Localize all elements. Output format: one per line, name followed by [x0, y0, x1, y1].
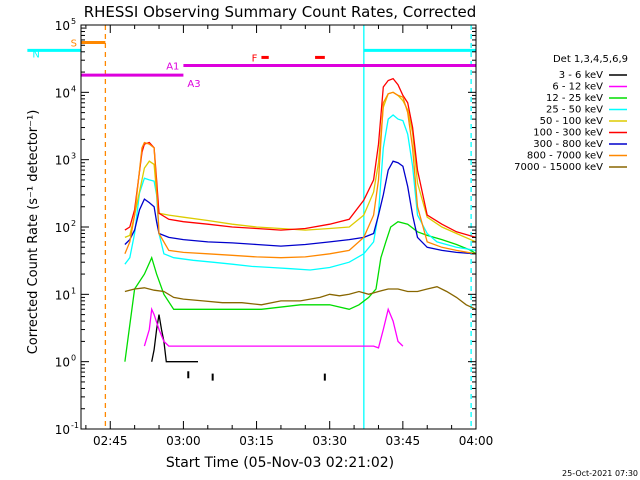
series-line	[124, 220, 476, 362]
x-axis: 02:45 03:00 03:15 03:30 03:45 04:00	[85, 25, 494, 448]
y-tick-label: 10	[55, 86, 70, 100]
y-tick-label: 10	[55, 221, 70, 235]
y-tick-exponent: 1	[71, 286, 76, 295]
legend-label: 12 - 25 keV	[546, 93, 603, 104]
x-tick-label: 03:30	[312, 434, 347, 448]
legend-label: 25 - 50 keV	[546, 105, 603, 116]
y-tick-label: 10	[55, 288, 70, 302]
state-bar-label: N	[32, 49, 39, 60]
footer-timestamp: 25-Oct-2021 07:30	[562, 469, 638, 478]
legend-label: 800 - 7000 keV	[527, 151, 603, 162]
legend-title: Det 1,3,4,5,6,9	[553, 54, 628, 65]
series-line	[124, 114, 476, 271]
x-axis-label: Start Time (05-Nov-03 02:21:02)	[166, 455, 394, 471]
y-axis-label: Corrected Count Rate (s⁻¹ detector⁻¹)	[26, 110, 41, 355]
legend-label: 100 - 300 keV	[533, 128, 603, 139]
y-tick-exponent: 5	[71, 17, 76, 26]
state-bar-label: A3	[187, 79, 200, 90]
y-tick-exponent: 0	[71, 354, 76, 363]
legend-label: 7000 - 15000 keV	[514, 162, 603, 173]
y-tick-exponent: 4	[71, 84, 76, 93]
y-tick-label: 10	[55, 19, 70, 33]
legend-label: 50 - 100 keV	[540, 116, 604, 127]
x-tick-label: 03:45	[386, 434, 421, 448]
x-tick-label: 03:15	[239, 434, 274, 448]
legend-label: 6 - 12 keV	[552, 82, 603, 93]
y-tick-label: 10	[55, 154, 70, 168]
state-bar-label: F	[252, 53, 258, 64]
x-tick-label: 02:45	[93, 434, 128, 448]
legend-label: 3 - 6 keV	[559, 70, 603, 81]
series-line	[124, 91, 476, 243]
y-tick-label: 10	[55, 423, 70, 437]
state-bar-label: S	[71, 38, 77, 49]
series-line	[124, 160, 476, 255]
series-line	[143, 306, 404, 349]
legend-label: 300 - 800 keV	[533, 139, 603, 150]
y-tick-label: 10	[55, 356, 70, 370]
y-tick-exponent: -1	[71, 421, 79, 430]
chart-title: RHESSI Observing Summary Count Rates, Co…	[84, 3, 477, 21]
x-tick-label: 04:00	[459, 434, 494, 448]
state-bar-label: A1	[166, 62, 179, 73]
series-line	[124, 286, 476, 310]
series-line	[151, 314, 198, 363]
x-tick-label: 03:00	[166, 434, 201, 448]
series-line	[124, 91, 476, 259]
plot-frame	[80, 24, 477, 430]
plot-area: S N A1 A3 F	[27, 24, 477, 430]
y-tick-exponent: 2	[71, 219, 76, 228]
y-tick-exponent: 3	[71, 152, 76, 161]
series-line	[124, 77, 476, 239]
